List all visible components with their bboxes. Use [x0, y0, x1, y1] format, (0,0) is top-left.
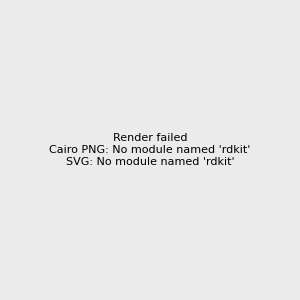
- Text: Render failed
Cairo PNG: No module named 'rdkit'
SVG: No module named 'rdkit': Render failed Cairo PNG: No module named…: [49, 134, 251, 166]
